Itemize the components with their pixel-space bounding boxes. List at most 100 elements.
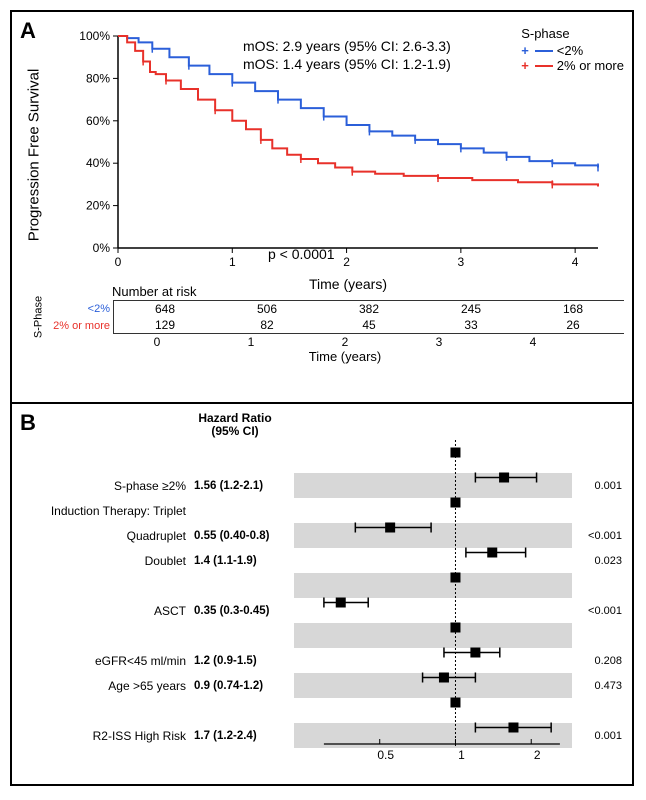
forest-row-hr: 1.2 (0.9-1.5) [192,655,294,667]
legend-row-group2: + 2% or more [521,58,624,73]
risk-cells: 64850638224516812982453326 [113,300,624,334]
forest-row: ASCT0.35 (0.3-0.45) <0.001 [18,598,626,623]
svg-text:60%: 60% [86,114,110,128]
forest-row-hr: 1.4 (1.1-1.9) [192,555,294,567]
risk-row: 12982453326 [114,317,624,333]
km-plot-area: Progression Free Survival S-phase + <2% … [78,30,624,280]
risk-cell: 245 [420,301,522,317]
forest-row: R2-ISS High Risk1.7 (1.2-2.4) 0.001 [18,723,626,748]
forest-row-hr: 0.9 (0.74-1.2) [192,680,294,692]
risk-x-tick: 2 [298,335,392,349]
forest-row-pvalue: 0.001 [572,480,626,492]
legend-title: S-phase [521,26,624,41]
risk-x-label: Time (years) [110,349,580,364]
forest-x-axis: 0.5 1 2 [296,748,574,772]
forest-row-plot-bg [294,673,572,698]
risk-x-tick: 3 [392,335,486,349]
risk-x-tick: 4 [486,335,580,349]
forest-row [18,623,626,648]
panel-a-label: A [20,18,36,44]
risk-row-label: 2% or more [44,320,110,332]
risk-cell: 168 [522,301,624,317]
panel-a: A Progression Free Survival S-phase + <2… [12,12,632,404]
forest-row-plot-bg [294,548,572,573]
forest-row-label: ASCT [18,604,192,618]
forest-row: Age >65 years0.9 (0.74-1.2) 0.473 [18,673,626,698]
forest-header-line1: Hazard Ratio [198,411,271,425]
legend-line-1 [535,50,553,52]
forest-row-plot-bg [294,573,572,598]
svg-text:0%: 0% [93,241,111,255]
forest-header-line2: (95% CI) [211,424,258,438]
risk-row: 648506382245168 [114,301,624,317]
forest-row-label: Age >65 years [18,679,192,693]
panel-b-label: B [20,410,36,436]
forest-row-label: Quadruplet [18,529,192,543]
forest-row: eGFR<45 ml/min1.2 (0.9-1.5) 0.208 [18,648,626,673]
forest-header: Hazard Ratio (95% CI) [180,412,290,438]
forest-row-label: eGFR<45 ml/min [18,654,192,668]
risk-cell: 33 [420,317,522,333]
panel-b: B Hazard Ratio (95% CI) S-phase ≥2%1.56 … [12,404,632,784]
forest-row-plot-bg [294,473,572,498]
forest-row: Induction Therapy: Triplet [18,498,626,523]
legend-row-group1: + <2% [521,43,624,58]
forest-row-plot-bg [294,498,572,523]
km-legend: S-phase + <2% + 2% or more [521,26,624,73]
legend-line-2 [535,65,553,67]
forest-row-pvalue: 0.208 [572,655,626,667]
forest-row-hr: 1.56 (1.2-2.1) [192,480,294,492]
svg-text:40%: 40% [86,156,110,170]
forest-row-hr: 0.55 (0.40-0.8) [192,530,294,542]
forest-x-tick: 0.5 [377,748,394,762]
forest-row-plot-bg [294,523,572,548]
forest-row-label: R2-ISS High Risk [18,729,192,743]
legend-marker-1: + [521,43,529,58]
forest-row-hr: 0.35 (0.3-0.45) [192,605,294,617]
forest-row-pvalue: 0.001 [572,730,626,742]
forest-row-plot-bg [294,698,572,723]
risk-row-labels: <2%2% or more [44,300,113,334]
km-pvalue: p < 0.0001 [268,246,335,262]
risk-cell: 506 [216,301,318,317]
svg-text:0: 0 [115,255,122,269]
risk-left-header: S-Phase [26,300,44,334]
forest-row-hr: 1.7 (1.2-2.4) [192,730,294,742]
svg-text:80%: 80% [86,71,110,85]
forest-row-plot-bg [294,648,572,673]
svg-text:4: 4 [572,255,579,269]
km-annotation: mOS: 2.9 years (95% CI: 2.6-3.3) mOS: 1.… [243,38,451,73]
svg-text:20%: 20% [86,199,110,213]
forest-row [18,448,626,473]
legend-label-1: <2% [557,43,583,58]
forest-row-label: Doublet [18,554,192,568]
forest-row-pvalue: 0.473 [572,680,626,692]
km-annot-line2: mOS: 1.4 years (95% CI: 1.2-1.9) [243,56,451,74]
figure-container: A Progression Free Survival S-phase + <2… [10,10,634,786]
forest-row-pvalue: <0.001 [572,530,626,542]
risk-cell: 82 [216,317,318,333]
forest-row-label: Induction Therapy: Triplet [18,504,192,518]
risk-cell: 45 [318,317,420,333]
risk-x-ticks: 01234 [110,335,580,349]
legend-marker-2: + [521,58,529,73]
risk-table-title: Number at risk [112,284,624,299]
forest-row: Doublet1.4 (1.1-1.9)0.023 [18,548,626,573]
forest-row-plot-bg [294,623,572,648]
svg-text:3: 3 [458,255,465,269]
forest-row-pvalue: <0.001 [572,605,626,617]
forest-row: S-phase ≥2%1.56 (1.2-2.1)0.001 [18,473,626,498]
forest-row-plot-bg [294,723,572,748]
forest-x-tick: 1 [458,748,465,762]
risk-cell: 129 [114,317,216,333]
risk-x-tick: 1 [204,335,298,349]
risk-table: S-Phase <2%2% or more 648506382245168129… [26,300,624,334]
forest-row [18,573,626,598]
forest-x-tick: 2 [534,748,541,762]
risk-cell: 648 [114,301,216,317]
risk-cell: 382 [318,301,420,317]
forest-row [18,698,626,723]
forest-body: S-phase ≥2%1.56 (1.2-2.1)0.001Induction … [18,448,626,748]
risk-x-tick: 0 [110,335,204,349]
risk-left-header-text: S-Phase [33,296,45,338]
